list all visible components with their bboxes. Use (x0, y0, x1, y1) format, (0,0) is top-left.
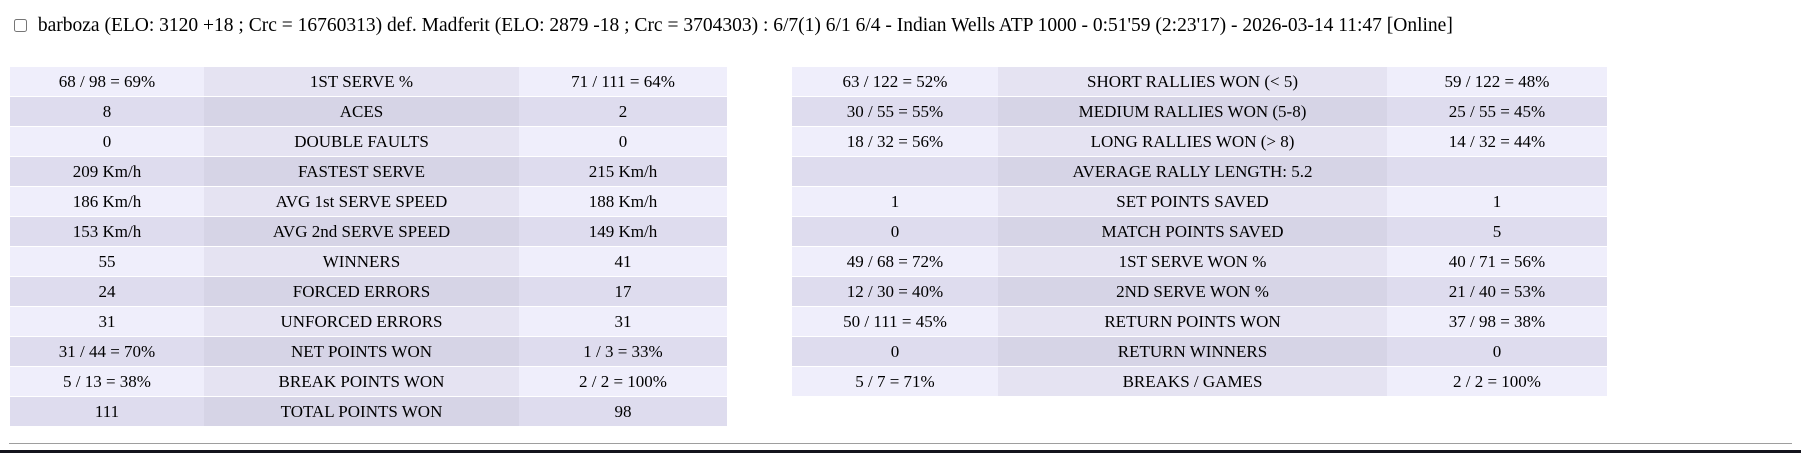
stat-row: 5 / 13 = 38% BREAK POINTS WON 2 / 2 = 100% (10, 367, 727, 396)
stat-label: DOUBLE FAULTS (204, 127, 519, 156)
stat-value-p2: 59 / 122 = 48% (1387, 67, 1607, 96)
stat-value-p1: 5 / 7 = 71% (792, 367, 998, 396)
stat-value-p2: 17 (519, 277, 727, 306)
stat-value-p1: 209 Km/h (10, 157, 204, 186)
stat-value-p1: 63 / 122 = 52% (792, 67, 998, 96)
stat-value-p2: 41 (519, 247, 727, 276)
stat-row: 24 FORCED ERRORS 17 (10, 277, 727, 306)
stat-row: 30 / 55 = 55% MEDIUM RALLIES WON (5-8) 25 … (792, 97, 1607, 126)
stat-label: 1ST SERVE WON % (998, 247, 1387, 276)
stat-row: 186 Km/h AVG 1st SERVE SPEED 188 Km/h (10, 187, 727, 216)
stat-value-p1: 186 Km/h (10, 187, 204, 216)
stat-value-p1: 111 (10, 397, 204, 426)
stat-row: 209 Km/h FASTEST SERVE 215 Km/h (10, 157, 727, 186)
stat-value-p2: 14 / 32 = 44% (1387, 127, 1607, 156)
stat-row: 63 / 122 = 52% SHORT RALLIES WON (< 5) 59 … (792, 67, 1607, 96)
stat-label: TOTAL POINTS WON (204, 397, 519, 426)
stat-row: 68 / 98 = 69% 1ST SERVE % 71 / 111 = 64% (10, 67, 727, 96)
stat-label: RETURN WINNERS (998, 337, 1387, 366)
stat-label: AVERAGE RALLY LENGTH: 5.2 (998, 157, 1387, 186)
stat-row: 8 ACES 2 (10, 97, 727, 126)
stat-label: WINNERS (204, 247, 519, 276)
stat-value-p1: 30 / 55 = 55% (792, 97, 998, 126)
stat-row: AVERAGE RALLY LENGTH: 5.2 (792, 157, 1607, 186)
stat-row: 0 RETURN WINNERS 0 (792, 337, 1607, 366)
stat-value-p1: 50 / 111 = 45% (792, 307, 998, 336)
stat-label: UNFORCED ERRORS (204, 307, 519, 336)
stat-value-p1: 8 (10, 97, 204, 126)
stat-value-p1: 0 (10, 127, 204, 156)
stat-value-p2: 215 Km/h (519, 157, 727, 186)
stat-label: MEDIUM RALLIES WON (5-8) (998, 97, 1387, 126)
stat-value-p1: 0 (792, 337, 998, 366)
stat-label: 1ST SERVE % (204, 67, 519, 96)
stat-value-p2 (1387, 157, 1607, 186)
stat-label: BREAK POINTS WON (204, 367, 519, 396)
stat-label: AVG 1st SERVE SPEED (204, 187, 519, 216)
match-select-checkbox[interactable] (14, 19, 27, 32)
stat-row: 0 DOUBLE FAULTS 0 (10, 127, 727, 156)
match-summary: barboza (ELO: 3120 +18 ; Crc = 16760313)… (37, 15, 1453, 36)
stat-value-p2: 2 / 2 = 100% (1387, 367, 1607, 396)
stat-value-p2: 1 / 3 = 33% (519, 337, 727, 366)
stat-label: SHORT RALLIES WON (< 5) (998, 67, 1387, 96)
stat-value-p2: 40 / 71 = 56% (1387, 247, 1607, 276)
stat-row: 0 MATCH POINTS SAVED 5 (792, 217, 1607, 246)
stat-value-p2: 98 (519, 397, 727, 426)
stat-row: 49 / 68 = 72% 1ST SERVE WON % 40 / 71 = 56… (792, 247, 1607, 276)
stat-label: BREAKS / GAMES (998, 367, 1387, 396)
stat-value-p2: 149 Km/h (519, 217, 727, 246)
stat-value-p2: 2 / 2 = 100% (519, 367, 727, 396)
stat-row: 12 / 30 = 40% 2ND SERVE WON % 21 / 40 = 53… (792, 277, 1607, 306)
stat-label: MATCH POINTS SAVED (998, 217, 1387, 246)
stat-label: 2ND SERVE WON % (998, 277, 1387, 306)
stat-value-p2: 0 (519, 127, 727, 156)
stat-value-p2: 1 (1387, 187, 1607, 216)
stat-label: RETURN POINTS WON (998, 307, 1387, 336)
divider (9, 443, 1792, 444)
stat-value-p1: 1 (792, 187, 998, 216)
stat-value-p1: 12 / 30 = 40% (792, 277, 998, 306)
stat-value-p1: 31 / 44 = 70% (10, 337, 204, 366)
stat-label: FASTEST SERVE (204, 157, 519, 186)
stat-value-p1: 0 (792, 217, 998, 246)
match-header: barboza (ELO: 3120 +18 ; Crc = 16760313)… (14, 13, 1453, 39)
stat-value-p1: 153 Km/h (10, 217, 204, 246)
stat-row: 31 UNFORCED ERRORS 31 (10, 307, 727, 336)
bottom-border (0, 450, 1801, 453)
stat-value-p2: 188 Km/h (519, 187, 727, 216)
stat-value-p2: 21 / 40 = 53% (1387, 277, 1607, 306)
stat-label: NET POINTS WON (204, 337, 519, 366)
stat-value-p1: 68 / 98 = 69% (10, 67, 204, 96)
stat-value-p2: 2 (519, 97, 727, 126)
stat-value-p1: 55 (10, 247, 204, 276)
rally-stats-table: 63 / 122 = 52% SHORT RALLIES WON (< 5) 59 … (792, 66, 1607, 397)
stat-value-p1 (792, 157, 998, 186)
stat-row: 18 / 32 = 56% LONG RALLIES WON (> 8) 14 / … (792, 127, 1607, 156)
stat-label: FORCED ERRORS (204, 277, 519, 306)
stat-label: LONG RALLIES WON (> 8) (998, 127, 1387, 156)
stat-row: 50 / 111 = 45% RETURN POINTS WON 37 / 98 =… (792, 307, 1607, 336)
stat-row: 55 WINNERS 41 (10, 247, 727, 276)
stat-row: 153 Km/h AVG 2nd SERVE SPEED 149 Km/h (10, 217, 727, 246)
stat-label: ACES (204, 97, 519, 126)
stat-value-p1: 5 / 13 = 38% (10, 367, 204, 396)
stat-label: SET POINTS SAVED (998, 187, 1387, 216)
stat-value-p2: 0 (1387, 337, 1607, 366)
stat-value-p1: 49 / 68 = 72% (792, 247, 998, 276)
stat-row: 1 SET POINTS SAVED 1 (792, 187, 1607, 216)
serve-stats-table: 68 / 98 = 69% 1ST SERVE % 71 / 111 = 64% 8 A… (10, 66, 727, 427)
stat-value-p1: 24 (10, 277, 204, 306)
stat-row: 31 / 44 = 70% NET POINTS WON 1 / 3 = 33% (10, 337, 727, 366)
stat-value-p2: 25 / 55 = 45% (1387, 97, 1607, 126)
stat-label: AVG 2nd SERVE SPEED (204, 217, 519, 246)
stat-value-p1: 31 (10, 307, 204, 336)
stat-value-p1: 18 / 32 = 56% (792, 127, 998, 156)
stat-value-p2: 37 / 98 = 38% (1387, 307, 1607, 336)
stat-value-p2: 71 / 111 = 64% (519, 67, 727, 96)
stat-value-p2: 31 (519, 307, 727, 336)
stat-value-p2: 5 (1387, 217, 1607, 246)
stat-row: 5 / 7 = 71% BREAKS / GAMES 2 / 2 = 100% (792, 367, 1607, 396)
stat-row: 111 TOTAL POINTS WON 98 (10, 397, 727, 426)
